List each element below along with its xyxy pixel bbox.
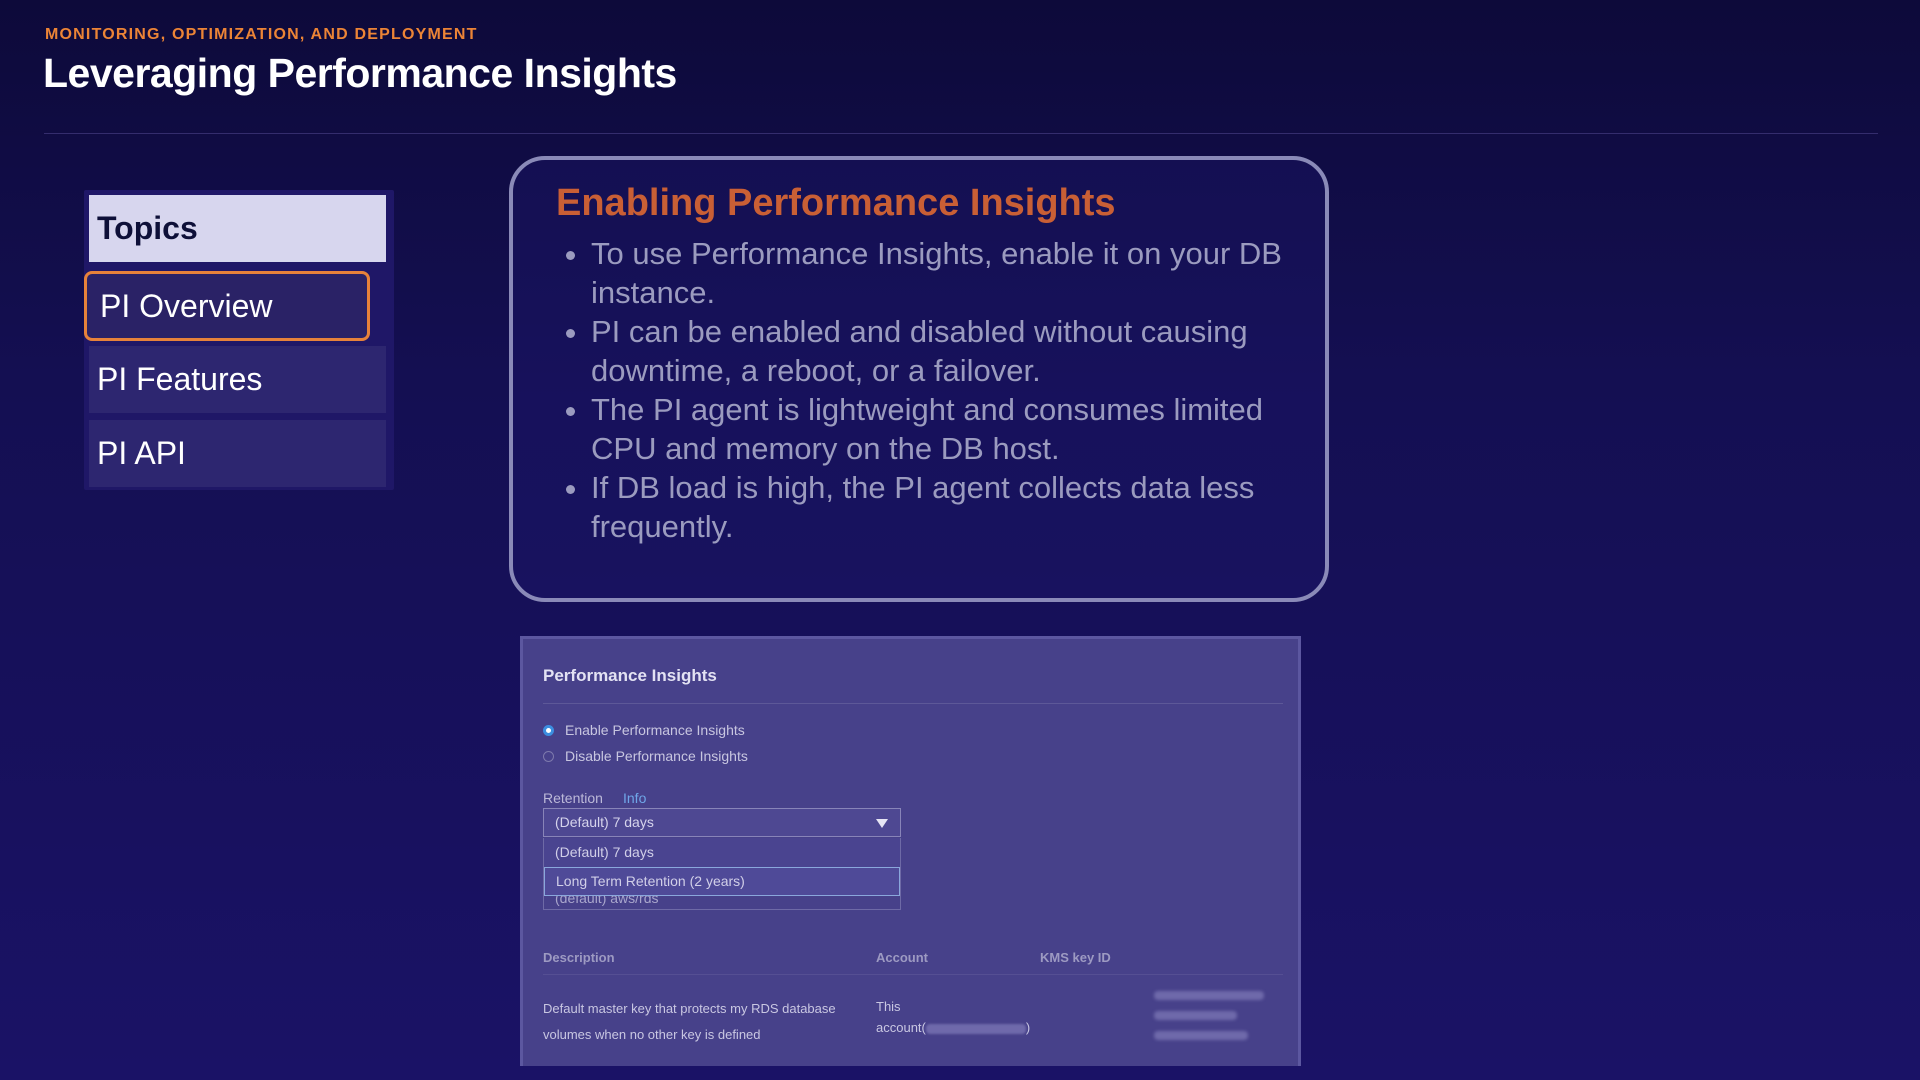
- callout-bullet-list: To use Performance Insights, enable it o…: [561, 234, 1321, 546]
- caret-down-icon: [876, 819, 888, 828]
- callout-bullet: PI can be enabled and disabled without c…: [591, 312, 1321, 390]
- callout-bullet: The PI agent is lightweight and consumes…: [591, 390, 1321, 468]
- callout-bullet: If DB load is high, the PI agent collect…: [591, 468, 1321, 546]
- topic-item-pi-api[interactable]: PI API: [89, 420, 386, 487]
- account-line-1: This: [876, 999, 901, 1014]
- topic-item-pi-features[interactable]: PI Features: [89, 346, 386, 413]
- info-link[interactable]: Info: [623, 790, 647, 806]
- console-divider: [543, 703, 1283, 704]
- radio-enable-row[interactable]: Enable Performance Insights: [543, 722, 745, 738]
- header-divider: [44, 133, 1878, 134]
- column-header-kms-key-id: KMS key ID: [1040, 950, 1111, 965]
- radio-disable-label: Disable Performance Insights: [565, 748, 748, 764]
- topic-item-pi-overview[interactable]: PI Overview: [84, 271, 370, 341]
- callout-bullet: To use Performance Insights, enable it o…: [591, 234, 1321, 312]
- dropdown-option-long-term-retention[interactable]: Long Term Retention (2 years): [544, 867, 900, 896]
- page-title: Leveraging Performance Insights: [43, 50, 677, 96]
- column-header-description: Description: [543, 950, 615, 965]
- retention-label: Retention: [543, 790, 603, 806]
- console-panel: Performance Insights Enable Performance …: [520, 636, 1301, 1066]
- topics-heading: Topics: [89, 195, 386, 262]
- dropdown-option-default-7-days[interactable]: (Default) 7 days: [555, 844, 654, 860]
- redacted-account-id: [925, 1023, 1026, 1034]
- description-cell: Default master key that protects my RDS …: [543, 1001, 836, 1042]
- column-header-account: Account: [876, 950, 928, 965]
- table-divider: [543, 974, 1283, 975]
- account-cell: This account(): [876, 996, 1030, 1038]
- redacted-kms-key-id: [1154, 991, 1264, 1051]
- section-eyebrow: MONITORING, OPTIMIZATION, AND DEPLOYMENT: [45, 26, 478, 43]
- topics-panel: Topics PI Overview PI Features PI API: [84, 190, 394, 490]
- account-prefix: account(: [876, 1020, 926, 1035]
- radio-selected-icon[interactable]: [543, 724, 554, 736]
- retention-select[interactable]: (Default) 7 days: [543, 808, 901, 837]
- radio-enable-label: Enable Performance Insights: [565, 722, 745, 738]
- retention-dropdown-menu: (Default) 7 days Long Term Retention (2 …: [543, 838, 901, 896]
- kms-key-select[interactable]: (default) aws/rds: [543, 896, 901, 910]
- account-suffix: ): [1025, 1020, 1031, 1035]
- account-line-2: account(): [876, 1017, 1030, 1038]
- callout-box: Enabling Performance Insights To use Per…: [509, 156, 1329, 602]
- console-title: Performance Insights: [543, 666, 717, 685]
- retention-select-value: (Default) 7 days: [555, 814, 654, 830]
- radio-unselected-icon[interactable]: [543, 750, 554, 762]
- callout-title: Enabling Performance Insights: [556, 182, 1116, 224]
- radio-disable-row[interactable]: Disable Performance Insights: [543, 748, 748, 764]
